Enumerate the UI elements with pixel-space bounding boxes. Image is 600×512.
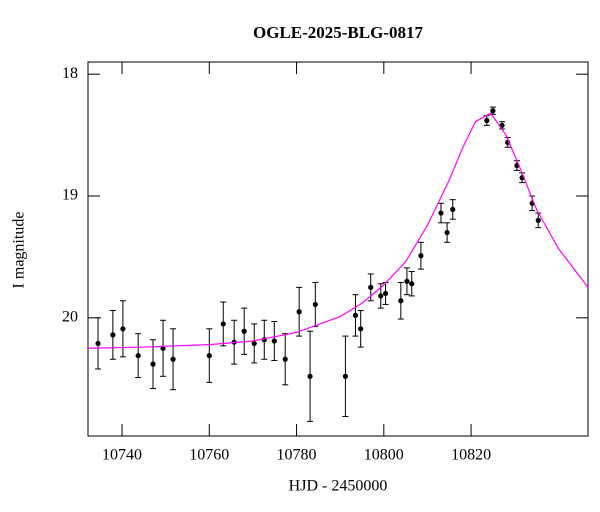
- data-point: [120, 326, 126, 332]
- data-point: [296, 309, 302, 315]
- data-point: [352, 312, 359, 318]
- y-tick-label: 20: [62, 309, 78, 326]
- data-point: [409, 281, 415, 287]
- x-tick-label: 10820: [451, 447, 491, 464]
- x-tick-label: 10800: [364, 447, 404, 464]
- x-tick-label: 10740: [102, 447, 142, 464]
- data-point: [450, 206, 456, 213]
- data-point: [282, 356, 288, 362]
- data-point: [484, 117, 490, 124]
- y-tick-label: 19: [62, 187, 78, 204]
- data-point: [95, 340, 101, 347]
- x-axis-label: HJD - 2450000: [289, 478, 388, 495]
- data-point: [342, 373, 349, 379]
- data-point: [206, 352, 212, 359]
- data-point: [368, 284, 374, 290]
- x-tick-label: 10760: [189, 447, 229, 464]
- data-point: [382, 290, 389, 297]
- data-point: [150, 361, 156, 367]
- data-point: [535, 217, 541, 223]
- y-tick-label: 18: [62, 65, 78, 82]
- y-axis-label: I magnitude: [11, 212, 28, 289]
- x-tick-label: 10780: [277, 447, 317, 464]
- data-point: [135, 352, 141, 359]
- data-point: [307, 373, 313, 379]
- data-point: [418, 253, 424, 259]
- data-point: [378, 293, 384, 299]
- data-point: [490, 108, 496, 114]
- chart-title: OGLE-2025-BLG-0817: [253, 23, 424, 42]
- data-point: [220, 321, 226, 327]
- data-point: [251, 340, 257, 347]
- data-point: [358, 326, 364, 332]
- data-point: [398, 298, 404, 304]
- data-point: [271, 338, 277, 344]
- data-point: [312, 301, 318, 308]
- data-point: [438, 210, 444, 216]
- model-curve: [87, 112, 589, 349]
- data-point: [404, 278, 410, 284]
- plot-frame: [87, 61, 589, 437]
- data-point: [110, 332, 116, 338]
- data-point: [444, 229, 450, 236]
- data-point: [241, 328, 247, 334]
- data-point: [170, 356, 176, 362]
